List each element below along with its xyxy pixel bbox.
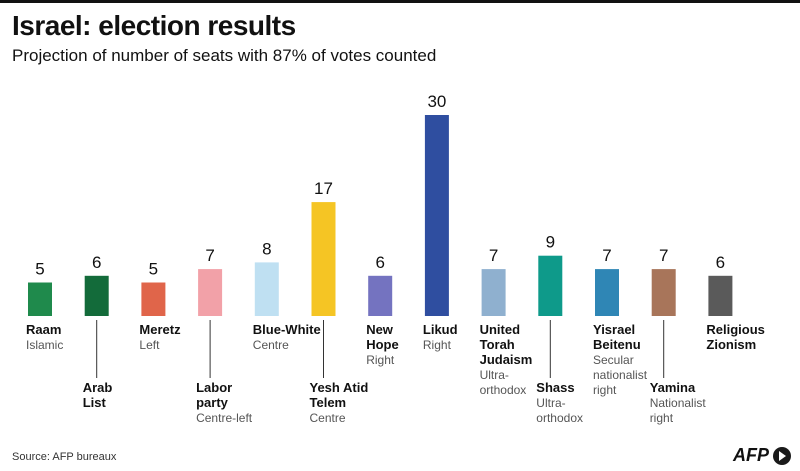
party-desc-7-0: Right [423, 338, 452, 352]
party-name-10-1: Beitenu [593, 337, 641, 352]
party-name-4-0: Blue-White [253, 322, 321, 337]
party-desc-4-0: Centre [253, 338, 289, 352]
party-desc-3-0: Centre-left [196, 411, 253, 425]
bar-2 [141, 282, 166, 316]
party-name-12-0: Religious [706, 322, 765, 337]
party-name-6-1: Hope [366, 337, 399, 352]
bar-11 [651, 269, 676, 316]
party-name-3-1: party [196, 395, 229, 410]
top-rule [0, 0, 800, 3]
bar-5 [311, 202, 336, 316]
party-desc-5-0: Centre [310, 411, 346, 425]
chart-title: Israel: election results [12, 10, 296, 41]
party-name-5-1: Telem [310, 395, 347, 410]
party-name-8-1: Torah [480, 337, 515, 352]
value-label-10: 7 [602, 246, 611, 265]
value-label-9: 9 [546, 233, 555, 252]
party-desc-2-0: Left [139, 338, 160, 352]
value-label-8: 7 [489, 246, 498, 265]
value-label-7: 30 [427, 92, 446, 111]
afp-logo: AFP [733, 445, 791, 466]
bar-6 [368, 275, 393, 316]
value-label-12: 6 [716, 253, 725, 272]
party-name-10-0: Yisrael [593, 322, 635, 337]
value-label-5: 17 [314, 179, 333, 198]
bar-7 [424, 115, 449, 316]
party-desc-10-1: nationalist [593, 368, 648, 382]
afp-logo-icon [773, 446, 791, 465]
value-label-1: 6 [92, 253, 101, 272]
party-name-3-0: Labor [196, 380, 232, 395]
value-label-11: 7 [659, 246, 668, 265]
party-desc-10-2: right [593, 383, 617, 397]
value-label-4: 8 [262, 239, 271, 258]
chart-subtitle: Projection of number of seats with 87% o… [12, 46, 437, 65]
party-name-2-0: Meretz [139, 322, 181, 337]
bar-10 [595, 269, 619, 316]
bar-0 [28, 282, 52, 316]
party-name-5-0: Yesh Atid [310, 380, 369, 395]
bar-4 [254, 262, 279, 316]
value-label-0: 5 [35, 260, 44, 279]
value-label-6: 6 [375, 253, 384, 272]
party-name-6-0: New [366, 322, 394, 337]
value-label-2: 5 [149, 260, 158, 279]
party-name-8-2: Judaism [480, 352, 533, 367]
party-desc-11-1: right [650, 411, 674, 425]
source-note: Source: AFP bureaux [12, 451, 117, 463]
party-name-8-0: United [480, 322, 520, 337]
party-desc-9-0: Ultra- [536, 396, 565, 410]
party-desc-0-0: Islamic [26, 338, 63, 352]
party-name-12-1: Zionism [706, 337, 756, 352]
party-name-1-1: List [83, 395, 107, 410]
party-desc-8-1: orthodox [480, 383, 527, 397]
party-name-7-0: Likud [423, 322, 458, 337]
party-desc-11-0: Nationalist [650, 396, 707, 410]
party-desc-10-0: Secular [593, 353, 634, 367]
bar-9 [538, 255, 563, 316]
party-name-9-0: Shass [536, 380, 574, 395]
party-name-1-0: Arab [83, 380, 113, 395]
value-label-3: 7 [205, 246, 214, 265]
party-name-0-0: Raam [26, 322, 61, 337]
bar-1 [84, 275, 109, 316]
bar-8 [481, 269, 506, 316]
bar-3 [198, 269, 223, 316]
party-desc-6-0: Right [366, 353, 395, 367]
party-name-11-0: Yamina [650, 380, 696, 395]
bar-12 [708, 275, 733, 316]
party-desc-9-1: orthodox [536, 411, 583, 425]
party-desc-8-0: Ultra- [480, 368, 509, 382]
afp-logo-text: AFP [733, 445, 769, 465]
